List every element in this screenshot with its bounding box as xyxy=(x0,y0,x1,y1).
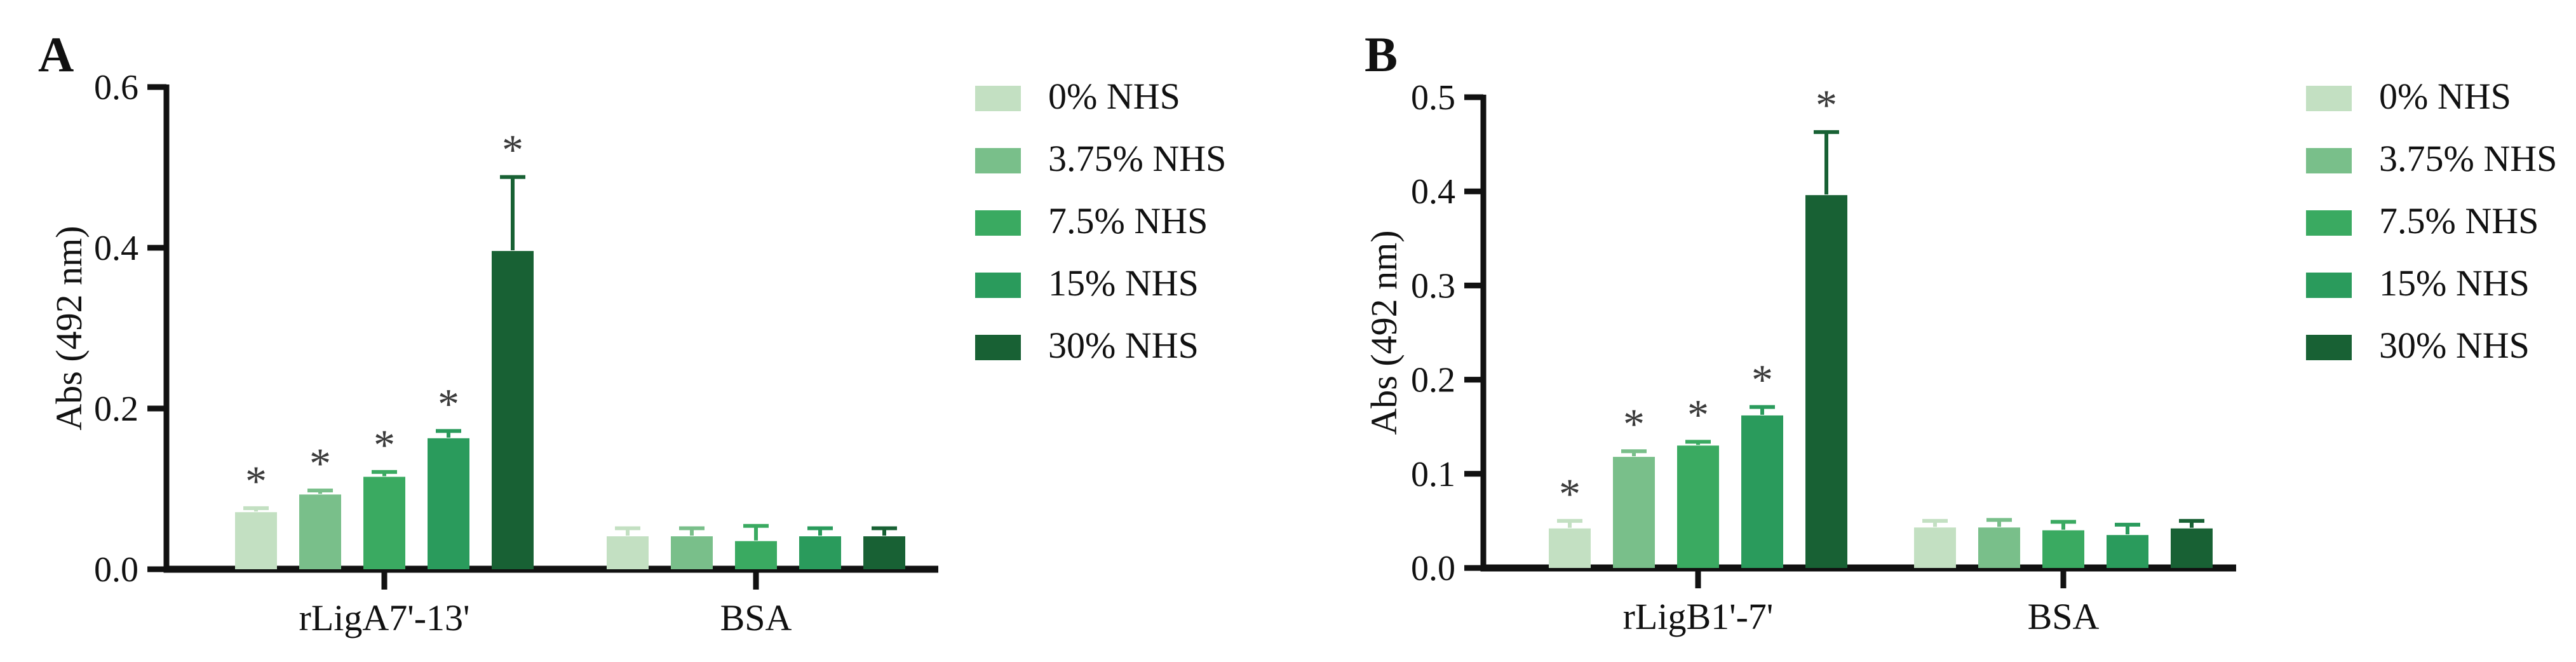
significance-star: * xyxy=(1751,356,1773,404)
legend-swatch xyxy=(2306,210,2352,236)
y-tick-label: 0.4 xyxy=(1411,172,1455,212)
panel-label: A xyxy=(38,27,74,82)
y-tick-label: 0.1 xyxy=(1411,455,1455,494)
significance-star: * xyxy=(309,439,331,487)
legend-label: 30% NHS xyxy=(1048,325,1199,366)
bar xyxy=(492,251,534,569)
significance-star: * xyxy=(1559,469,1581,518)
bar xyxy=(735,541,777,569)
significance-star: * xyxy=(502,126,523,174)
y-tick-label: 0.0 xyxy=(1411,549,1455,588)
y-axis-title: Abs (492 nm) xyxy=(48,226,90,430)
legend-swatch xyxy=(2306,273,2352,298)
bar xyxy=(1978,527,2020,568)
legend-swatch xyxy=(975,335,1021,360)
bar xyxy=(235,512,277,569)
x-group-label: rLigB1'-7' xyxy=(1623,596,1774,637)
legend-label: 7.5% NHS xyxy=(1048,200,1208,241)
bar xyxy=(428,438,469,569)
legend-label: 15% NHS xyxy=(1048,262,1199,304)
significance-star: * xyxy=(438,379,459,428)
bar xyxy=(1914,527,1956,568)
legend-label: 15% NHS xyxy=(2379,262,2530,304)
legend-label: 7.5% NHS xyxy=(2379,200,2539,241)
legend-label: 0% NHS xyxy=(2379,76,2511,117)
bar xyxy=(1677,445,1719,568)
y-tick-label: 0.2 xyxy=(1411,361,1455,400)
bar xyxy=(363,476,405,569)
x-group-label: BSA xyxy=(2028,596,2100,637)
significance-star: * xyxy=(374,421,395,469)
bar xyxy=(2171,528,2213,568)
y-tick-label: 0.5 xyxy=(1411,78,1455,118)
bar xyxy=(671,536,713,569)
significance-star: * xyxy=(1623,400,1645,448)
bar xyxy=(1613,457,1655,568)
legend-swatch xyxy=(975,273,1021,298)
bar xyxy=(607,536,649,569)
legend-swatch xyxy=(975,86,1021,111)
bar xyxy=(799,536,841,569)
y-tick-label: 0.2 xyxy=(94,389,138,429)
legend-swatch xyxy=(975,148,1021,173)
bar xyxy=(299,494,341,569)
legend-label: 0% NHS xyxy=(1048,76,1180,117)
bar xyxy=(2042,530,2084,568)
bar xyxy=(863,536,905,569)
bar xyxy=(2107,535,2148,568)
bar xyxy=(1741,415,1783,568)
legend-swatch xyxy=(2306,86,2352,111)
bar xyxy=(1549,528,1591,568)
y-tick-label: 0.6 xyxy=(94,68,138,107)
y-axis-title: Abs (492 nm) xyxy=(1363,230,1405,435)
panel-label: B xyxy=(1365,27,1398,82)
y-tick-label: 0.3 xyxy=(1411,266,1455,306)
significance-star: * xyxy=(1687,390,1709,438)
legend-label: 30% NHS xyxy=(2379,325,2530,366)
y-tick-label: 0.4 xyxy=(94,229,138,268)
legend-label: 3.75% NHS xyxy=(2379,138,2557,179)
x-group-label: rLigA7'-13' xyxy=(299,597,470,638)
legend-swatch xyxy=(2306,335,2352,360)
y-tick-label: 0.0 xyxy=(94,550,138,590)
x-group-label: BSA xyxy=(720,597,792,638)
bar xyxy=(1805,195,1847,568)
significance-star: * xyxy=(1816,81,1837,129)
legend-swatch xyxy=(975,210,1021,236)
legend-label: 3.75% NHS xyxy=(1048,138,1226,179)
significance-star: * xyxy=(245,457,267,505)
legend-swatch xyxy=(2306,148,2352,173)
